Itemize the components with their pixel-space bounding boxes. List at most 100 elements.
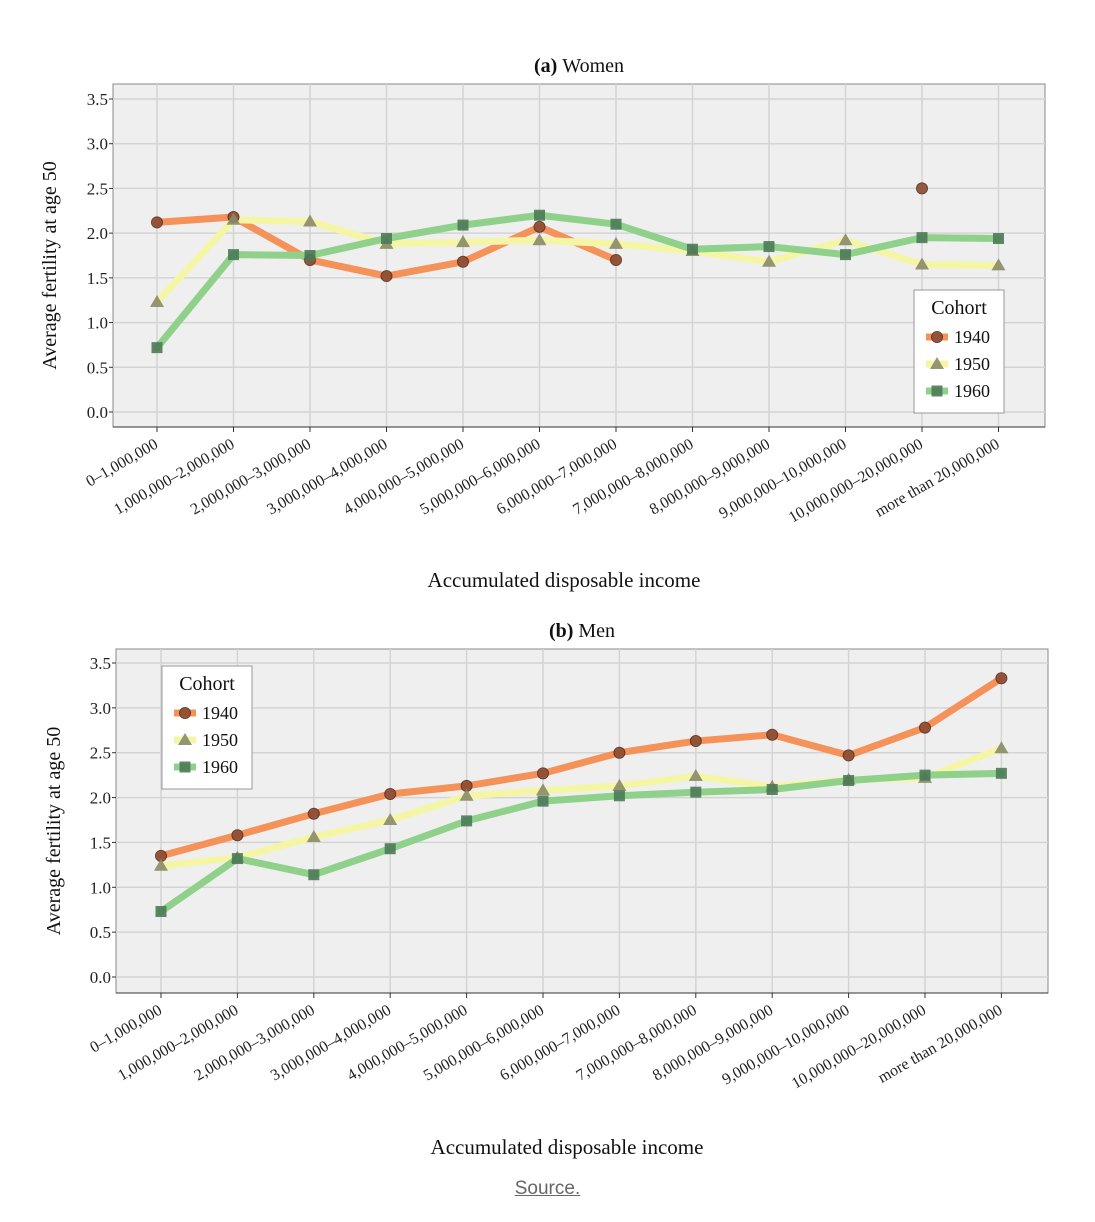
legend-title: Cohort xyxy=(179,673,235,695)
title-prefix: (b) xyxy=(549,620,573,642)
chart-panel-1: 0.00.51.01.52.02.53.03.50–1,000,0001,000… xyxy=(39,55,1046,592)
y-tick-label: 1.5 xyxy=(87,269,108,288)
data-point-1960 xyxy=(151,342,163,354)
data-point-1960 xyxy=(231,853,243,865)
data-point-1950 xyxy=(306,830,321,843)
data-point-1960 xyxy=(843,775,855,787)
x-tick-label: 9,000,000–10,000,000 xyxy=(719,1002,852,1089)
data-point-1950 xyxy=(303,214,317,227)
data-point-1960 xyxy=(381,233,392,245)
y-tick-label: 0.0 xyxy=(87,403,108,422)
y-tick-label: 2.0 xyxy=(87,224,108,243)
data-point-1960 xyxy=(840,249,851,261)
legend-marker-1950 xyxy=(930,357,944,369)
data-point-1960 xyxy=(993,233,1004,245)
legend: Cohort 1940 1950 1960 xyxy=(161,665,253,790)
y-tick-label: 2.0 xyxy=(90,789,111,808)
series-line-1950 xyxy=(153,216,1002,306)
legend-marker-1950 xyxy=(178,733,192,745)
data-point-1940 xyxy=(916,182,928,195)
data-point-1960 xyxy=(613,790,625,802)
data-point-1950 xyxy=(612,778,627,791)
y-tick-label: 1.5 xyxy=(90,833,111,852)
data-point-1960 xyxy=(610,218,622,230)
data-point-1940 xyxy=(919,721,931,734)
data-point-1940 xyxy=(457,255,469,268)
x-tick-label: 9,000,000–10,000,000 xyxy=(716,436,849,523)
y-tick-label: 3.5 xyxy=(90,654,111,673)
data-point-1960 xyxy=(690,786,702,798)
series-line-1960 xyxy=(157,769,1005,916)
data-point-1960 xyxy=(534,209,545,221)
data-point-1940 xyxy=(380,270,393,283)
data-point-1950 xyxy=(991,258,1006,271)
legend-marker-1960 xyxy=(179,761,191,773)
legend-label: 1950 xyxy=(954,354,990,374)
data-point-1940 xyxy=(533,220,546,233)
series-line-1940 xyxy=(157,674,1005,860)
x-tick-label: more than 20,000,000 xyxy=(875,1002,1005,1087)
data-point-1940 xyxy=(842,749,855,762)
data-point-1950 xyxy=(459,788,474,801)
data-point-1950 xyxy=(154,858,168,871)
series-line-1960 xyxy=(153,211,1002,352)
data-point-1950 xyxy=(536,783,550,796)
legend-marker-1940 xyxy=(179,707,191,719)
legend-label: 1960 xyxy=(202,757,238,777)
data-point-1950 xyxy=(838,233,853,246)
data-point-1960 xyxy=(766,783,778,795)
data-point-1950 xyxy=(456,235,470,248)
data-point-1960 xyxy=(763,241,775,253)
chart-panel-2: 0.00.51.01.52.02.53.03.50–1,000,0001,000… xyxy=(43,620,1049,1159)
chart-title: (b) Men xyxy=(549,620,615,642)
chart-title: (a) Women xyxy=(534,55,624,77)
legend-title: Cohort xyxy=(931,297,987,319)
data-point-1960 xyxy=(308,869,320,881)
y-tick-label: 3.0 xyxy=(87,135,108,154)
y-tick-label: 2.5 xyxy=(87,179,108,198)
legend: Cohort 1940 1950 1960 xyxy=(913,289,1005,414)
data-point-1940 xyxy=(537,767,549,780)
y-tick-label: 3.5 xyxy=(87,90,108,109)
data-point-1940 xyxy=(151,216,163,229)
x-axis-label: Accumulated disposable income xyxy=(428,568,701,592)
data-point-1950 xyxy=(762,254,776,267)
data-point-1960 xyxy=(687,243,698,255)
source-link[interactable]: Source. xyxy=(514,1178,581,1199)
data-point-1960 xyxy=(304,250,316,261)
data-point-1940 xyxy=(384,787,397,800)
y-axis-label: Average fertility at age 50 xyxy=(43,727,65,935)
data-point-1960 xyxy=(228,249,239,261)
data-point-1960 xyxy=(457,219,469,231)
x-tick-label: more than 20,000,000 xyxy=(872,436,1002,521)
data-point-1960 xyxy=(155,906,167,918)
data-point-1940 xyxy=(689,735,702,748)
data-point-1950 xyxy=(226,212,241,225)
y-axis-label: Average fertility at age 50 xyxy=(39,161,61,369)
data-point-1940 xyxy=(610,253,622,266)
data-point-1950 xyxy=(383,813,398,825)
legend-marker-1940 xyxy=(931,331,943,343)
data-point-1950 xyxy=(609,236,623,249)
data-point-1960 xyxy=(919,769,931,781)
data-point-1940 xyxy=(995,672,1008,685)
y-tick-label: 1.0 xyxy=(87,314,108,333)
y-tick-label: 0.0 xyxy=(90,968,111,987)
plot-area xyxy=(115,648,1049,994)
data-point-1940 xyxy=(307,807,320,820)
legend-label: 1950 xyxy=(202,730,238,750)
legend-label: 1960 xyxy=(954,381,990,401)
data-point-1940 xyxy=(231,829,244,842)
legend-label: 1940 xyxy=(202,703,238,723)
data-point-1950 xyxy=(915,257,929,270)
title-prefix: (a) xyxy=(534,55,557,77)
x-tick-label: 10,000,000–20,000,000 xyxy=(786,436,926,527)
x-axis-label: Accumulated disposable income xyxy=(431,1135,704,1159)
data-point-1950 xyxy=(994,741,1009,754)
legend-marker-1960 xyxy=(931,385,943,397)
data-point-1960 xyxy=(916,232,928,244)
data-point-1950 xyxy=(688,769,703,782)
data-point-1950 xyxy=(532,233,547,246)
data-point-1960 xyxy=(384,843,396,855)
